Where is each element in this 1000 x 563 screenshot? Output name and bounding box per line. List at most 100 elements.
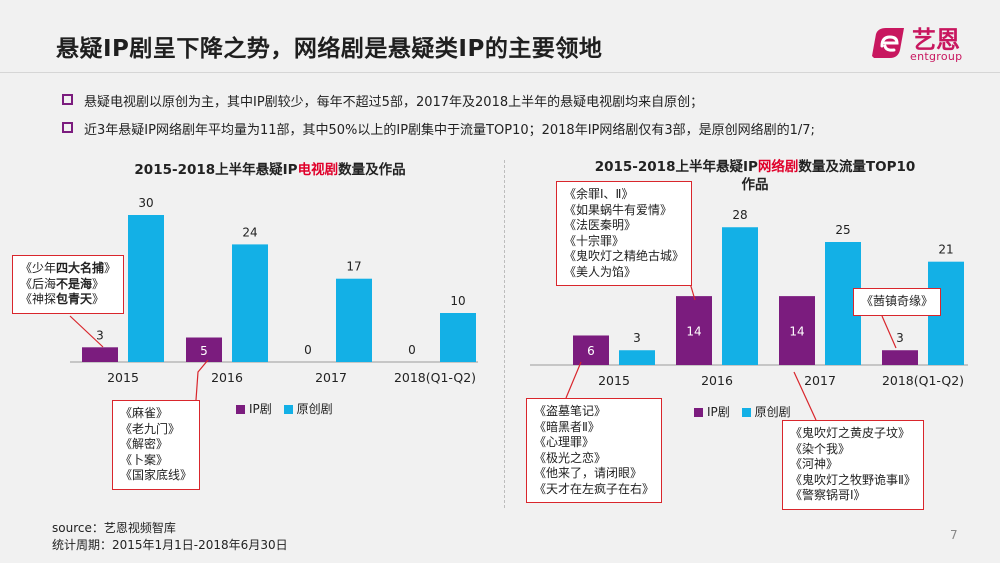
callout-item: 《鬼吹灯之牧野诡事Ⅱ》 xyxy=(790,472,916,487)
bullet-2: 近3年悬疑IP网络剧年平均量为11部，其中50%以上的IP剧集中于流量TOP10… xyxy=(62,119,815,138)
x-tick-label: 2015 xyxy=(107,370,139,385)
x-tick-label: 2018(Q1-Q2) xyxy=(394,370,476,385)
callout-text-part: 《后海 xyxy=(20,276,57,291)
callout-item: 《少年四大名捕》 xyxy=(20,261,116,277)
bullet-1: 悬疑电视剧以原创为主，其中IP剧较少，每年不超过5部，2017年及2018上半年… xyxy=(62,91,703,110)
callout-item: 《神探包青天》 xyxy=(20,292,116,308)
bar-ip xyxy=(676,296,712,365)
callout-pointer-line xyxy=(793,371,817,421)
callout-item: 《后海不是海》 xyxy=(20,277,116,293)
logo-text: 艺恩 xyxy=(912,26,960,54)
callout-pointer-line xyxy=(69,315,104,348)
callout-text-part: 《神探 xyxy=(20,292,57,306)
legend-ip-swatch xyxy=(236,405,245,414)
legend-original-swatch xyxy=(283,405,293,414)
legend-ip-swatch xyxy=(694,408,703,417)
source-note: source：艺恩视频智库 统计周期：2015年1月1日-2018年6月30日 xyxy=(52,520,288,554)
data-label: 30 xyxy=(138,196,153,210)
callout-pointer-line xyxy=(565,361,582,399)
callout-item: 《染个我》 xyxy=(790,441,851,456)
bar-original xyxy=(232,244,268,362)
data-label: 0 xyxy=(408,343,416,357)
callout-text-part: 》 xyxy=(104,261,117,275)
data-label: 3 xyxy=(633,331,641,345)
data-label: 21 xyxy=(938,243,953,257)
data-label: 3 xyxy=(96,328,104,342)
data-label: 6 xyxy=(587,344,595,358)
callout-item: 《他来了，请闭眼》 xyxy=(534,466,643,480)
stat-period-line: 统计周期：2015年1月1日-2018年6月30日 xyxy=(52,538,288,552)
legend-ip-label: IP剧 xyxy=(249,402,272,416)
callout-item: 《心理罪》 xyxy=(534,435,595,449)
bar-original xyxy=(619,350,655,365)
callout-item: 《卜案》 xyxy=(120,452,169,467)
web-chart-title: 2015-2018上半年悬疑IP网络剧数量及流量TOP10 作品 xyxy=(594,159,916,193)
data-label: 25 xyxy=(835,223,850,237)
bullet-square-icon xyxy=(62,94,73,105)
source-line: source：艺恩视频智库 xyxy=(52,521,176,535)
bar-original xyxy=(722,227,758,365)
callout-item: 《盗墓笔记》 xyxy=(534,404,607,418)
callout-item: 《鬼吹灯之精绝古城》 xyxy=(564,249,685,263)
callout-text-part: 包青天 xyxy=(56,292,93,306)
x-tick-label: 2018(Q1-Q2) xyxy=(882,373,964,388)
data-label: 0 xyxy=(304,343,312,357)
data-label: 3 xyxy=(896,331,904,345)
callout-web-2018: 《莤镇奇缘》 xyxy=(853,288,942,316)
callout-text-part: 不是海 xyxy=(56,276,93,291)
tv-legend: IP剧 原创剧 xyxy=(228,400,333,417)
callout-item: 《国家底线》 xyxy=(120,468,193,482)
callout-item: 《暗黑者Ⅱ》 xyxy=(534,419,600,434)
callout-pointer-line xyxy=(881,315,897,349)
callout-text-part: 《少年 xyxy=(20,261,57,275)
callout-item: 《警察锅哥Ⅰ》 xyxy=(790,488,866,502)
bar-ip xyxy=(82,347,118,362)
bar-original xyxy=(336,278,372,362)
bar-original xyxy=(128,215,164,362)
bar-ip xyxy=(186,337,222,362)
bullet-square-icon xyxy=(62,122,73,133)
callout-text-part: 》 xyxy=(92,276,105,291)
page-title: 悬疑IP剧呈下降之势，网络剧是悬疑类IP的主要领地 xyxy=(56,36,603,62)
callout-item: 《麻雀》 xyxy=(120,406,169,420)
bar-ip xyxy=(779,296,815,365)
callout-item: 《解密》 xyxy=(120,437,169,451)
data-label: 24 xyxy=(242,225,257,239)
x-tick-label: 2017 xyxy=(804,373,836,388)
callout-item: 《如果蜗牛有爱情》 xyxy=(564,202,673,217)
x-tick-label: 2017 xyxy=(315,370,347,385)
x-tick-label: 2016 xyxy=(701,373,733,388)
callout-item: 《极光之恋》 xyxy=(534,450,607,465)
callout-item: 《余罪Ⅰ、Ⅱ》 xyxy=(564,187,634,201)
bar-original xyxy=(440,313,476,362)
callout-item: 《十宗罪》 xyxy=(564,233,625,248)
callout-item: 《美人为馅》 xyxy=(564,264,637,279)
legend-ip-label: IP剧 xyxy=(707,405,730,419)
x-tick-label: 2016 xyxy=(211,370,243,385)
callout-text-part: 四大名捕 xyxy=(56,261,105,275)
callout-web-2015: 《盗墓笔记》 《暗黑者Ⅱ》 《心理罪》 《极光之恋》 《他来了，请闭眼》 《天才在左疯子在… xyxy=(526,398,663,503)
callout-item: 《法医秦明》 xyxy=(564,218,637,232)
legend-original-label: 原创剧 xyxy=(754,405,791,419)
chart-divider xyxy=(504,160,506,508)
logo-mark-icon xyxy=(872,28,904,58)
callout-item: 《鬼吹灯之黄皮子坟》 xyxy=(790,426,911,440)
callout-text-part: 》 xyxy=(92,292,105,306)
data-label: 14 xyxy=(686,325,701,339)
data-label: 28 xyxy=(732,208,747,222)
header-rule xyxy=(0,72,1000,73)
data-label: 5 xyxy=(200,344,208,358)
bar-ip xyxy=(573,335,609,365)
web-legend: IP剧 原创剧 xyxy=(686,403,791,420)
callout-item: 《老九门》 xyxy=(120,421,181,436)
callout-web-2017: 《鬼吹灯之黄皮子坟》 《染个我》 《河神》 《鬼吹灯之牧野诡事Ⅱ》 《警察锅哥Ⅰ》 xyxy=(782,420,924,510)
tv-chart-title: 2015-2018上半年悬疑IP电视剧数量及作品 xyxy=(134,162,406,178)
callout-web-2016: 《余罪Ⅰ、Ⅱ》 《如果蜗牛有爱情》 《法医秦明》 《十宗罪》 《鬼吹灯之精绝古城》 《美人… xyxy=(556,181,693,286)
bar-ip xyxy=(882,350,918,365)
callout-item: 《莤镇奇缘》 xyxy=(861,294,934,308)
logo-subtext: entgroup xyxy=(910,50,963,63)
data-label: 14 xyxy=(789,325,804,339)
entgroup-logo: 艺恩 entgroup xyxy=(866,20,976,68)
callout-item: 《天才在左疯子在右》 xyxy=(534,481,655,496)
